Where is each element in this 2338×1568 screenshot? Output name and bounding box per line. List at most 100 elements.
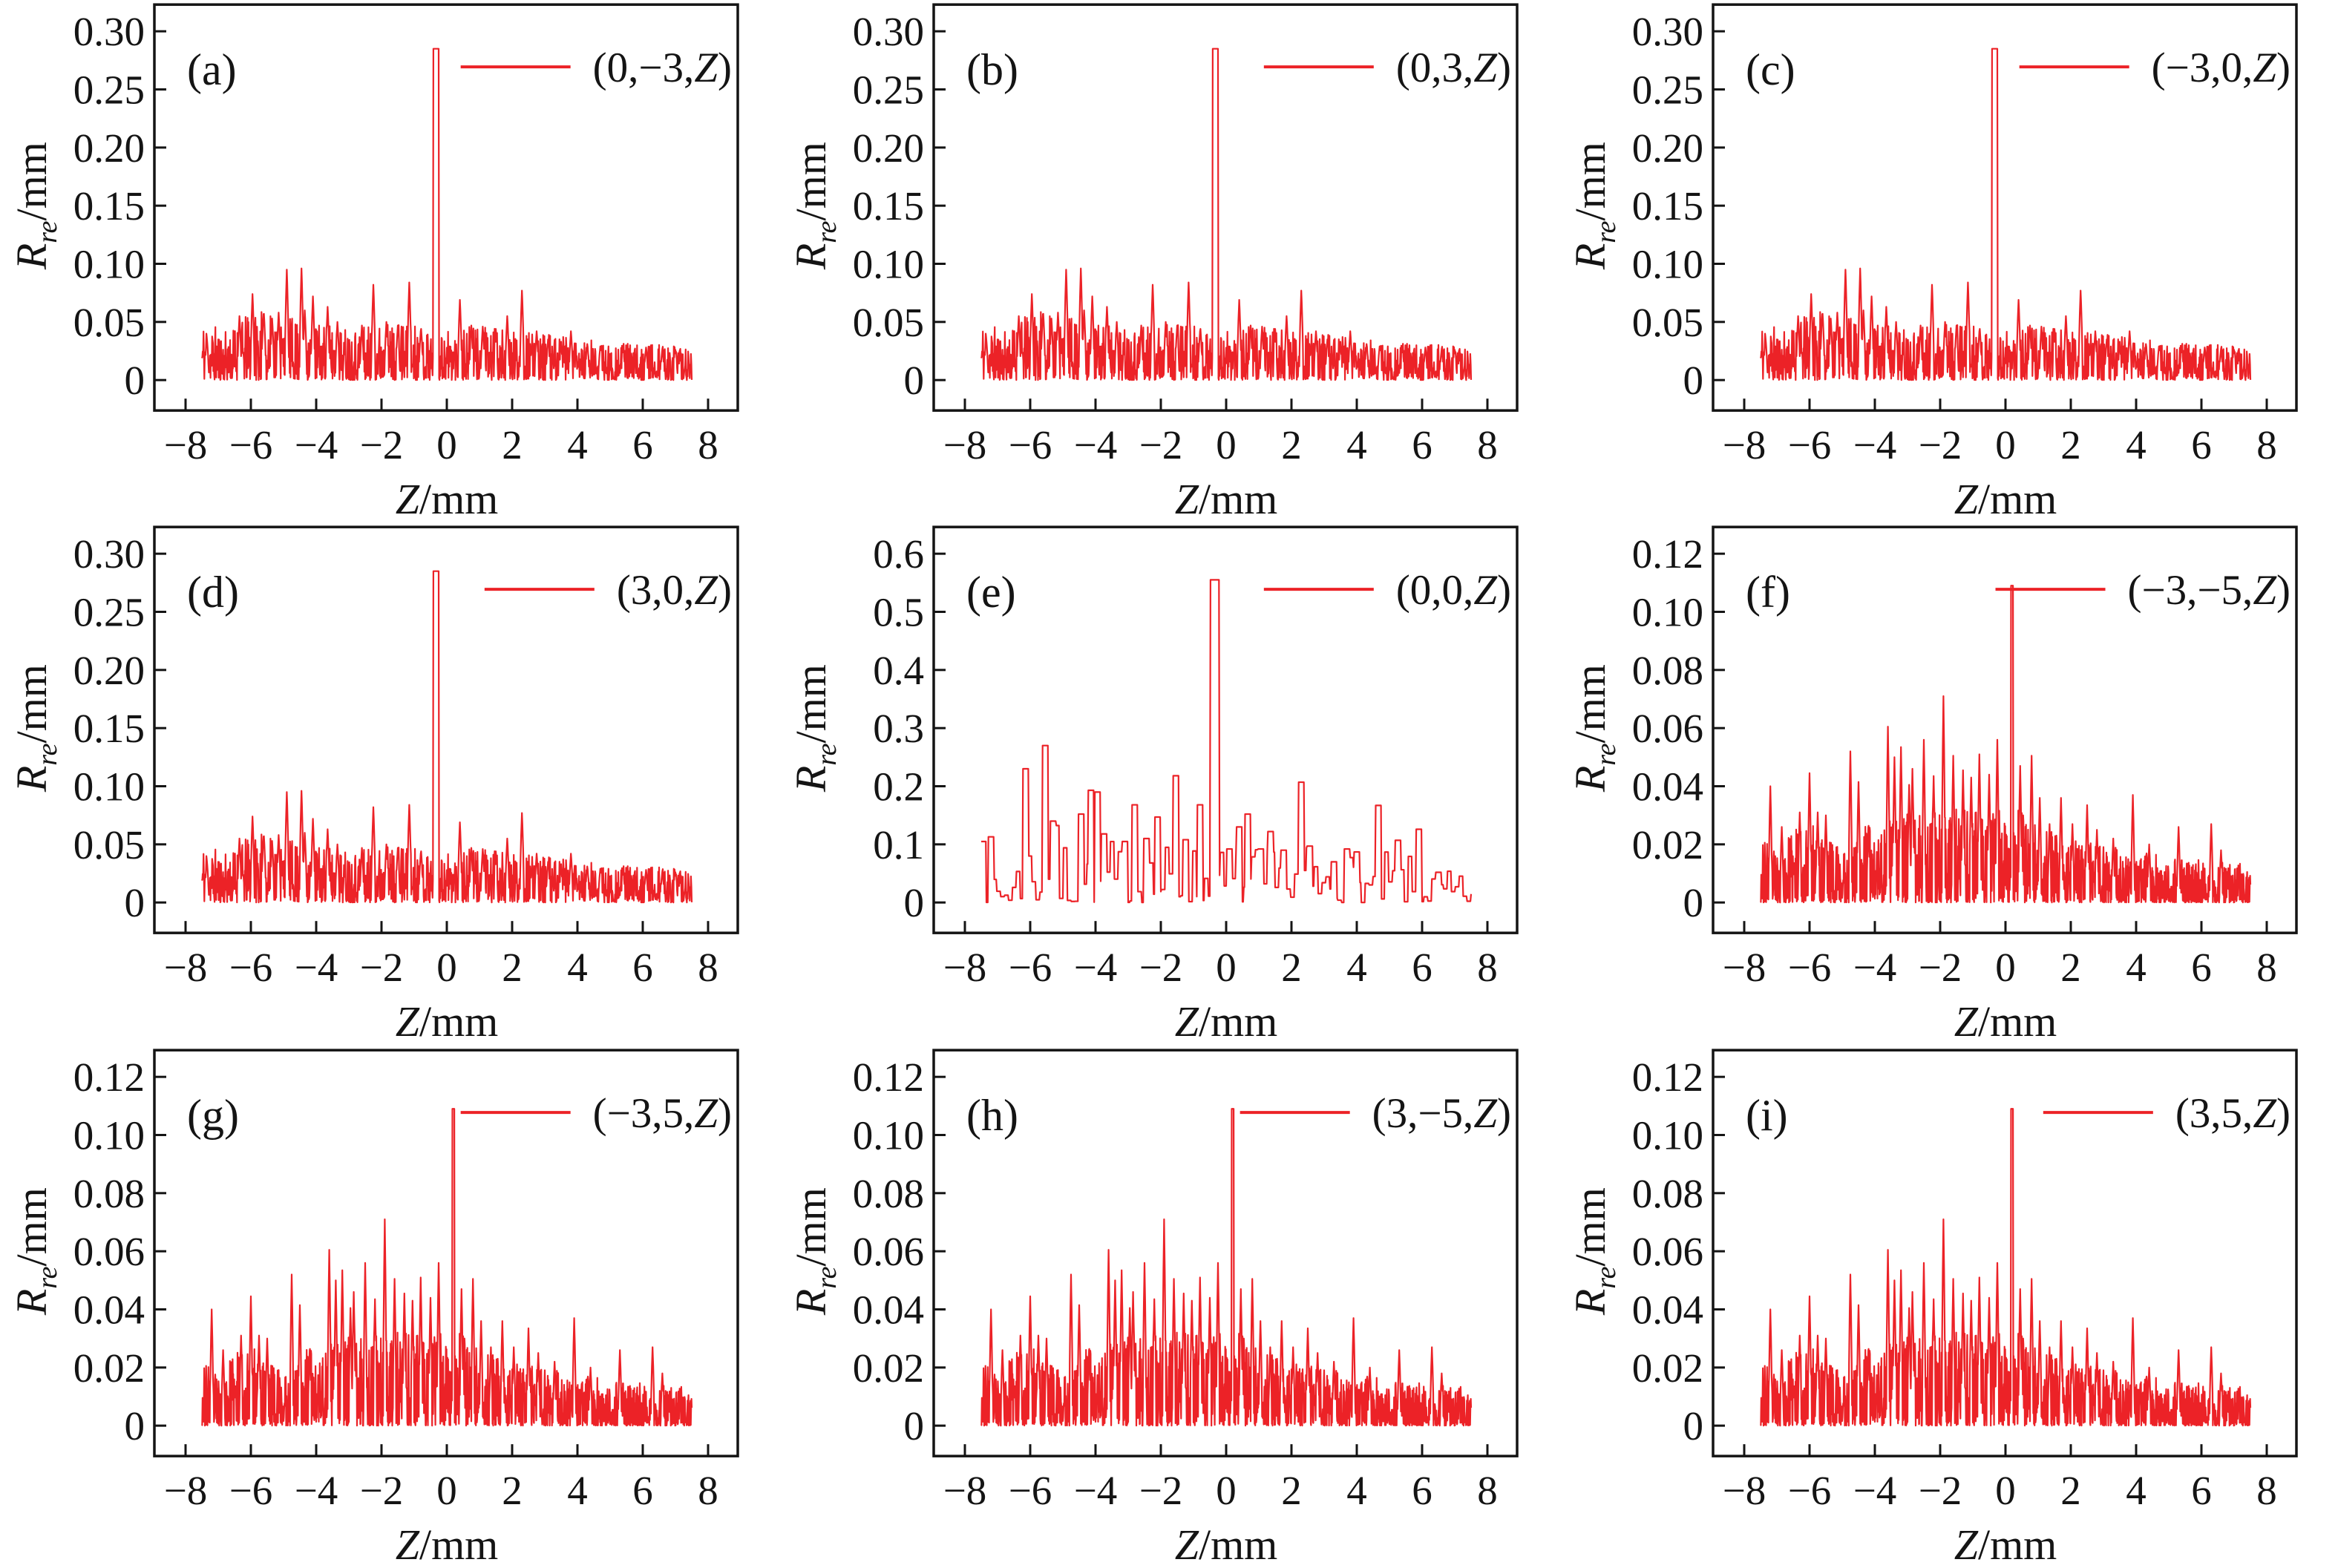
y-tick-label: 0.30 bbox=[73, 531, 145, 577]
y-tick-label: 0.08 bbox=[853, 1170, 924, 1216]
y-tick-label: 0.02 bbox=[73, 1345, 145, 1390]
y-tick-label: 0.15 bbox=[73, 706, 145, 751]
x-tick-label: −4 bbox=[295, 422, 338, 468]
x-tick-label: 2 bbox=[1281, 422, 1302, 468]
x-tick-label: −2 bbox=[1919, 422, 1962, 468]
x-tick-label: 8 bbox=[2256, 1468, 2277, 1513]
x-tick-label: 2 bbox=[2060, 1468, 2081, 1513]
y-tick-label: 0.25 bbox=[853, 67, 924, 112]
x-tick-label: 6 bbox=[1412, 422, 1432, 468]
panel-c: 0 0.05 0.10 0.15 0.20 0.25 0.30 −8 −6 −4 −2 0 2 4 6 8 Z/… bbox=[1559, 0, 2338, 522]
panel-letter: (b) bbox=[966, 45, 1018, 94]
x-tick-label: 2 bbox=[2060, 945, 2081, 990]
x-tick-label: 2 bbox=[2060, 422, 2081, 468]
y-tick-label: 0.10 bbox=[73, 241, 145, 286]
y-tick-label: 0.04 bbox=[853, 1287, 924, 1332]
panel-letter: (h) bbox=[966, 1091, 1018, 1140]
panel-e: 0 0.1 0.2 0.3 0.4 0.5 0.6 −8 −6 −4 −2 0 2 4 6 8 Z/mm Rre/… bbox=[779, 522, 1559, 1046]
data-line bbox=[980, 47, 1473, 381]
x-tick-label: 8 bbox=[1477, 945, 1498, 990]
panel-a: 0 0.05 0.10 0.15 0.20 0.25 0.30 −8 −6 −4 −2 0 2 4 6 8 Z/… bbox=[0, 0, 779, 522]
plot-frame bbox=[1712, 1049, 2298, 1457]
x-axis-title: Z/mm bbox=[1175, 1521, 1278, 1568]
panel-f: 0 0.02 0.04 0.06 0.08 0.10 0.12 −8 −6 −4 −2 0 2 4 6 8 Z/… bbox=[1559, 522, 2338, 1046]
x-tick-label: 4 bbox=[2126, 422, 2147, 468]
x-tick-label: −6 bbox=[229, 945, 273, 990]
x-tick-label: 8 bbox=[698, 422, 718, 468]
data-line bbox=[1759, 47, 2252, 381]
y-tick-label: 0.25 bbox=[1632, 67, 1703, 112]
legend-label: (−3,5,Z) bbox=[593, 1090, 732, 1137]
x-tick-label: 4 bbox=[567, 422, 588, 468]
x-tick-label: 0 bbox=[1216, 945, 1237, 990]
y-tick-label: 0.5 bbox=[873, 590, 924, 635]
y-tick-label: 0.10 bbox=[1632, 590, 1703, 635]
y-axis-title: Rre/mm bbox=[7, 142, 63, 270]
x-tick-label: 8 bbox=[698, 945, 718, 990]
y-tick-label: 0.15 bbox=[73, 183, 145, 229]
x-tick-label: 0 bbox=[436, 422, 457, 468]
x-tick-label: 0 bbox=[1995, 422, 2016, 468]
x-axis-title: Z/mm bbox=[396, 1521, 499, 1568]
panel-g: 0 0.02 0.04 0.06 0.08 0.10 0.12 −8 −6 −4 −2 0 2 4 6 8 Z/… bbox=[0, 1046, 779, 1568]
legend-label: (0,0,Z) bbox=[1396, 567, 1511, 614]
plot-frame bbox=[1712, 525, 2298, 935]
y-tick-label: 0.06 bbox=[1632, 1229, 1703, 1274]
x-tick-label: 2 bbox=[502, 422, 523, 468]
y-tick-label: 0.05 bbox=[73, 822, 145, 867]
y-tick-label: 0.20 bbox=[73, 125, 145, 171]
panel-chart: 00.020.040.060.080.100.12−8 −6 −4 −2 0 2 4 6 8Z/… bbox=[1566, 525, 2298, 1046]
panel-chart: 00.050.100.150.200.250.30−8 −6 −4 −2 0 2 4 6 8Z/… bbox=[787, 3, 1519, 522]
y-tick-label: 0 bbox=[904, 880, 925, 925]
plot-frame bbox=[932, 1049, 1519, 1457]
y-tick-label: 0 bbox=[1683, 880, 1704, 925]
x-tick-label: −6 bbox=[1009, 422, 1052, 468]
y-axis-title: Rre/mm bbox=[7, 1187, 63, 1316]
y-tick-label: 0.08 bbox=[1632, 648, 1703, 693]
panel-chart: 00.10.20.30.40.50.6−8 −6 −4 −2 0 2 4 6 8Z/mmRre/… bbox=[787, 525, 1519, 1046]
legend-label: (−3,0,Z) bbox=[2152, 45, 2290, 91]
x-tick-label: −8 bbox=[943, 422, 987, 468]
x-tick-label: 2 bbox=[502, 945, 523, 990]
x-tick-label: 2 bbox=[1281, 1468, 1302, 1513]
x-tick-label: −6 bbox=[229, 1468, 273, 1513]
panel-chart: 00.020.040.060.080.100.12−8 −6 −4 −2 0 2 4 6 8Z/… bbox=[7, 1049, 739, 1568]
x-tick-label: 6 bbox=[2191, 945, 2212, 990]
x-tick-label: 4 bbox=[1346, 1468, 1367, 1513]
y-tick-label: 0.02 bbox=[853, 1345, 924, 1390]
y-tick-label: 0.05 bbox=[1632, 300, 1703, 345]
y-tick-label: 0.4 bbox=[873, 648, 924, 693]
x-tick-label: 4 bbox=[1346, 422, 1367, 468]
y-tick-label: 0.25 bbox=[73, 67, 145, 112]
y-tick-label: 0.12 bbox=[853, 1054, 924, 1100]
x-tick-label: 6 bbox=[632, 945, 653, 990]
x-tick-label: 0 bbox=[1995, 1468, 2016, 1513]
panel-letter: (e) bbox=[966, 568, 1016, 617]
x-tick-label: −6 bbox=[1009, 1468, 1052, 1513]
y-tick-label: 0 bbox=[125, 880, 145, 925]
y-tick-label: 0.10 bbox=[1632, 1112, 1703, 1158]
x-tick-label: −2 bbox=[1139, 945, 1183, 990]
x-tick-label: 6 bbox=[2191, 422, 2212, 468]
y-axis-title: Rre/mm bbox=[7, 664, 63, 793]
plot-frame bbox=[932, 525, 1519, 935]
y-tick-label: 0.06 bbox=[853, 1229, 924, 1274]
plot-frame bbox=[153, 1049, 739, 1457]
y-tick-label: 0.06 bbox=[1632, 706, 1703, 751]
x-tick-label: 4 bbox=[1346, 945, 1367, 990]
y-tick-label: 0 bbox=[904, 1403, 925, 1449]
y-tick-label: 0 bbox=[904, 358, 925, 403]
data-line bbox=[1760, 1107, 2252, 1426]
data-line bbox=[200, 570, 693, 904]
panel-chart: 00.050.100.150.200.250.30−8 −6 −4 −2 0 2 4 6 8Z/… bbox=[1566, 3, 2298, 522]
x-tick-label: −8 bbox=[164, 422, 208, 468]
x-axis-title: Z/mm bbox=[1954, 997, 2057, 1045]
x-axis-title: Z/mm bbox=[396, 475, 499, 522]
y-tick-label: 0.02 bbox=[1632, 1345, 1703, 1390]
x-tick-label: 4 bbox=[567, 1468, 588, 1513]
x-tick-label: 8 bbox=[2256, 945, 2277, 990]
y-tick-label: 0.10 bbox=[73, 764, 145, 810]
x-tick-label: 0 bbox=[436, 945, 457, 990]
y-axis-title: Rre/mm bbox=[787, 1187, 842, 1316]
x-tick-label: 8 bbox=[1477, 1468, 1498, 1513]
